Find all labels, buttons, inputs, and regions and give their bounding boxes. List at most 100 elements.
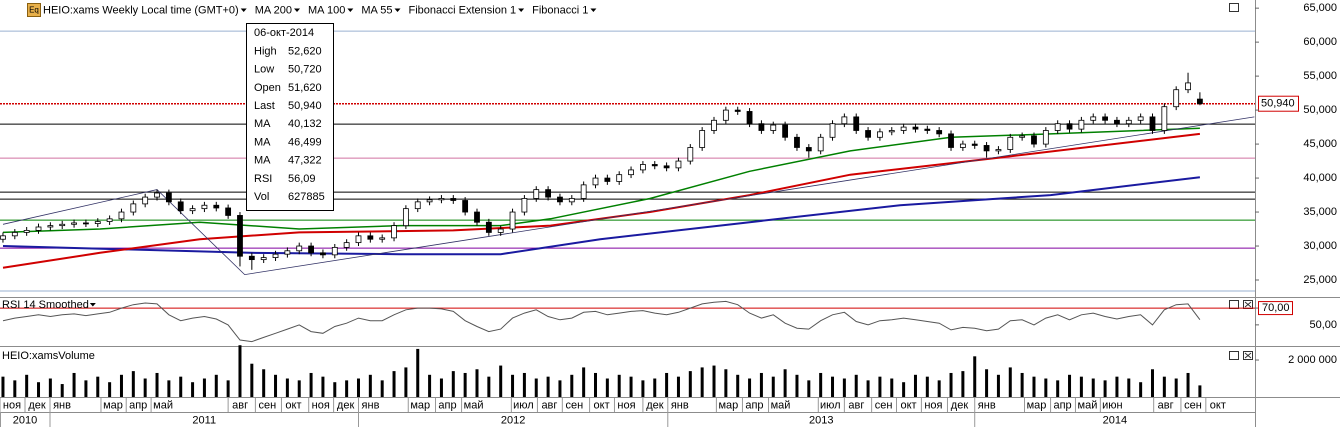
x-tick-label: ноя <box>617 399 635 411</box>
info-label: High <box>254 45 277 57</box>
volume-bar <box>617 374 621 397</box>
volume-bar <box>771 376 775 397</box>
volume-bar <box>653 378 657 397</box>
x-tick-label: апр <box>438 399 456 411</box>
volume-bar <box>1032 376 1036 397</box>
candle-body <box>1196 98 1203 105</box>
candle-body <box>592 177 599 186</box>
candle-body <box>426 199 433 203</box>
candle-body <box>1102 116 1108 121</box>
dropdown-arrow <box>89 303 96 307</box>
candle-body <box>782 124 789 138</box>
candle-body <box>130 203 137 213</box>
x-tick-label: июл <box>820 399 841 411</box>
year-label: 2013 <box>809 414 833 426</box>
info-value: 50,940 <box>288 100 322 112</box>
volume-bar <box>1115 376 1119 397</box>
candle-body <box>711 119 717 131</box>
header-icon[interactable] <box>27 3 41 17</box>
volume-bar <box>676 376 680 397</box>
candle-body <box>758 123 765 131</box>
volume-bar <box>451 371 455 397</box>
volume-bar <box>309 372 313 397</box>
last-price-box <box>1258 95 1299 112</box>
volume-bar <box>831 376 835 397</box>
volume-bar <box>996 374 1000 397</box>
y-tick-label: 65,000 <box>1303 2 1337 14</box>
info-box: 06-окт-2014 High 52,620 Low 50,720 Open 51,62… <box>246 23 334 211</box>
info-value: 50,720 <box>288 64 322 76</box>
y-tick-highlight <box>1258 301 1293 316</box>
window-button[interactable] <box>1229 300 1239 309</box>
volume-bar <box>748 378 752 397</box>
candle-body <box>1078 119 1085 130</box>
volume-bar <box>1020 372 1024 397</box>
candle-body <box>367 235 374 240</box>
info-date: 06-окт-2014 <box>254 27 314 39</box>
candle-body <box>1090 116 1097 121</box>
volume-bar <box>973 356 977 397</box>
info-value: 40,132 <box>288 118 322 130</box>
volume-bar <box>605 378 609 397</box>
candle-body <box>557 196 563 203</box>
volume-bar <box>582 367 586 397</box>
x-tick-label: апр <box>1053 399 1071 411</box>
candle-body <box>474 211 480 223</box>
candle-body <box>154 192 160 198</box>
candle-body <box>94 221 101 224</box>
volume-bar <box>985 369 989 397</box>
x-tick-label: дек <box>28 399 46 411</box>
volume-bar <box>783 369 787 397</box>
candle-body <box>23 229 30 233</box>
close-icon <box>1244 352 1252 359</box>
volume-bar <box>594 372 598 397</box>
dropdown-arrow <box>394 8 401 12</box>
volume-bar <box>475 369 479 397</box>
volume-bar <box>819 372 823 397</box>
volume-bar <box>487 376 491 397</box>
window-button[interactable] <box>1229 3 1239 12</box>
volume-bar <box>570 374 574 397</box>
candle-body <box>521 198 528 213</box>
panel-title: HEIO:xamsVolume <box>2 350 95 362</box>
candle-body <box>734 109 741 112</box>
last-price-label: 50,940 <box>1261 98 1295 110</box>
x-tick-label: окт <box>285 399 301 411</box>
candle-body <box>1125 119 1132 125</box>
dropdown-arrow <box>590 8 597 12</box>
header-item: MA 200 <box>255 4 292 16</box>
candle-body <box>414 201 421 210</box>
candle-body <box>71 222 77 225</box>
candle-body <box>402 208 409 227</box>
candle-body <box>497 228 504 233</box>
rsi-line <box>2 300 1201 343</box>
volume-bar <box>736 374 740 397</box>
info-label: Low <box>254 64 274 76</box>
candle-body <box>651 164 658 167</box>
candle-body <box>983 145 990 152</box>
x-tick-label: мар <box>718 399 738 411</box>
header-item: Fibonacci Extension 1 <box>409 4 517 16</box>
info-value: 47,322 <box>288 155 322 167</box>
candle-body <box>450 198 457 201</box>
candle-body <box>165 192 172 203</box>
volume-bar <box>641 380 645 397</box>
volume-bar <box>37 382 41 397</box>
x-tick-label: авг <box>1158 399 1174 411</box>
candle-body <box>118 211 125 220</box>
volume-bar <box>404 367 408 397</box>
candle-body <box>177 201 184 212</box>
info-value: 51,620 <box>288 82 322 94</box>
volume-bar <box>937 380 941 397</box>
y-tick-label: 40,000 <box>1303 172 1337 184</box>
volume-bar <box>179 376 183 397</box>
volume-bar <box>949 372 953 397</box>
x-tick-label: апр <box>129 399 147 411</box>
close-icon <box>1244 301 1252 308</box>
candle-body <box>379 237 386 240</box>
header: Eq HEIO:xams Weekly Local time (GMT+0) MA… <box>27 3 597 17</box>
x-tick-label: сен <box>565 399 583 411</box>
window-button[interactable] <box>1229 351 1239 360</box>
